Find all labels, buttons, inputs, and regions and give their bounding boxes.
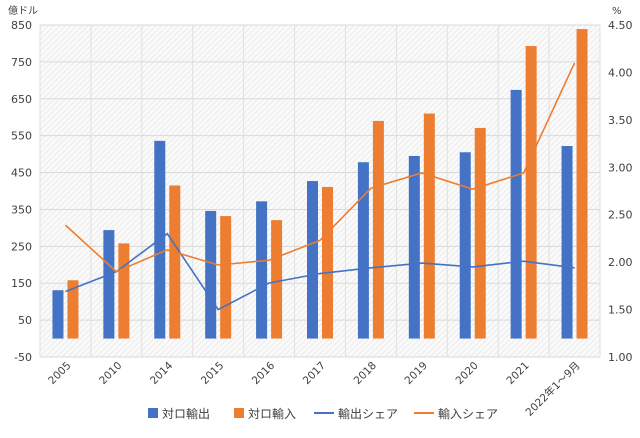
legend-label: 対ロ輸入 xyxy=(248,406,296,421)
bar-対ロ輸入 xyxy=(322,186,333,339)
left-tick-label: 150 xyxy=(11,277,32,290)
left-tick-label: 650 xyxy=(11,93,32,106)
bar-対ロ輸入 xyxy=(271,220,283,339)
bar-対ロ輸入 xyxy=(67,280,79,339)
right-tick-label: 3.00 xyxy=(608,161,633,174)
left-tick-label: -50 xyxy=(14,351,32,364)
right-tick-label: 4.00 xyxy=(608,66,633,79)
left-axis-unit: 億ドル xyxy=(8,4,38,17)
bar-対ロ輸出 xyxy=(103,230,115,339)
legend-label: 輸出シェア xyxy=(338,406,398,421)
bar-対ロ輸出 xyxy=(256,201,268,339)
left-tick-label: 850 xyxy=(11,19,32,32)
bar-対ロ輸出 xyxy=(205,210,217,339)
bar-対ロ輸出 xyxy=(561,145,573,339)
category-label: 2014 xyxy=(148,359,176,387)
bar-対ロ輸入 xyxy=(169,185,181,339)
plot-area xyxy=(40,25,600,357)
legend-label: 輸入シェア xyxy=(438,406,498,421)
bar-対ロ輸入 xyxy=(525,46,537,339)
bar-対ロ輸入 xyxy=(576,29,588,339)
left-tick-label: 550 xyxy=(11,130,32,143)
bar-対ロ輸出 xyxy=(307,181,318,339)
category-label: 2019 xyxy=(403,360,430,387)
category-label: 2015 xyxy=(199,360,226,387)
category-label: 2021 xyxy=(504,360,531,387)
legend-swatch xyxy=(234,408,244,418)
right-tick-label: 1.00 xyxy=(608,351,633,364)
bar-対ロ輸入 xyxy=(220,216,232,339)
legend-swatch xyxy=(148,408,158,418)
bar-対ロ輸出 xyxy=(52,290,64,339)
category-label: 2020 xyxy=(453,360,480,387)
right-tick-label: 2.50 xyxy=(608,209,633,222)
right-tick-label: 3.50 xyxy=(608,114,633,127)
left-tick-label: 250 xyxy=(11,240,32,253)
left-tick-label: 50 xyxy=(18,314,32,327)
category-label: 2022年1～9月 xyxy=(523,359,583,419)
bar-対ロ輸入 xyxy=(118,243,130,339)
right-tick-label: 1.50 xyxy=(608,304,633,317)
bar-対ロ輸入 xyxy=(423,113,435,339)
bar-対ロ輸出 xyxy=(408,155,420,339)
bar-対ロ輸出 xyxy=(510,89,522,339)
category-label: 2017 xyxy=(301,360,328,387)
bar-対ロ輸入 xyxy=(474,127,486,339)
right-tick-label: 4.50 xyxy=(608,19,633,32)
line-輸出シェア xyxy=(65,232,575,311)
category-label: 2018 xyxy=(352,360,379,387)
left-tick-label: 350 xyxy=(11,203,32,216)
category-label: 2016 xyxy=(250,359,278,387)
category-label: 2010 xyxy=(97,360,124,387)
right-tick-label: 2.00 xyxy=(608,256,633,269)
line-輸入シェア xyxy=(64,62,576,273)
bar-対ロ輸入 xyxy=(372,120,384,339)
right-axis-unit: % xyxy=(612,6,622,17)
left-tick-label: 450 xyxy=(11,167,32,180)
bar-対ロ輸出 xyxy=(357,162,369,339)
left-tick-label: 750 xyxy=(11,56,32,69)
bar-対ロ輸出 xyxy=(459,152,471,339)
legend-label: 対ロ輸出 xyxy=(162,406,210,421)
category-label: 2005 xyxy=(46,360,73,387)
